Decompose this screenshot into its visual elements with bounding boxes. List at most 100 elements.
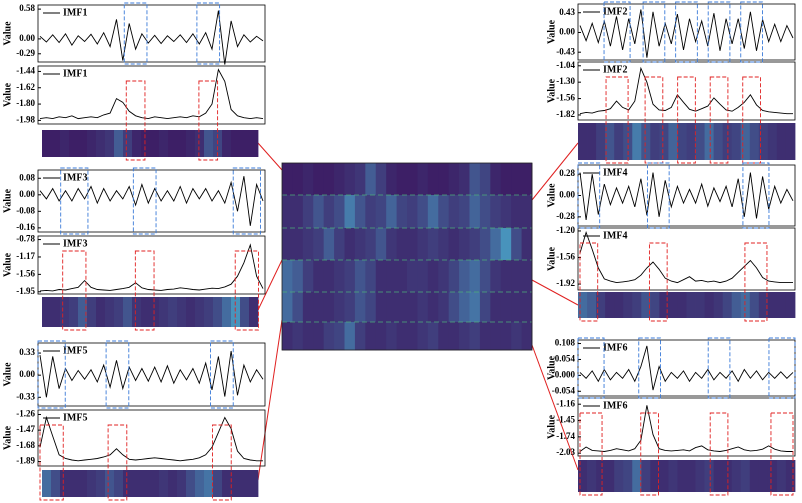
central-heatmap-cell xyxy=(323,322,335,351)
plot-frame xyxy=(37,235,266,295)
heatmap-cell xyxy=(195,297,205,327)
highlight-box xyxy=(640,412,659,496)
heatmap-cell xyxy=(123,297,133,327)
highlight-box xyxy=(232,167,261,235)
heatmap-cell xyxy=(668,460,678,492)
heatmap-cell xyxy=(105,130,115,157)
central-heatmap-cell xyxy=(417,195,429,229)
heatmap-cell xyxy=(114,297,124,327)
central-heatmap-cell xyxy=(344,163,356,196)
central-heatmap-cell xyxy=(427,260,439,293)
central-heatmap-cell xyxy=(438,322,450,351)
central-heatmap-cell xyxy=(521,292,533,323)
y-tick-label: -1.98 xyxy=(16,114,35,124)
heatmap-cell xyxy=(96,297,106,327)
heatmap-cell xyxy=(69,470,79,497)
central-heatmap-cell xyxy=(500,292,512,323)
heatmap-cell xyxy=(42,297,52,327)
highlight-box xyxy=(744,242,768,322)
heatmap-cell xyxy=(668,292,678,318)
heatmap-cell xyxy=(141,297,151,327)
heatmap-cell xyxy=(240,130,250,157)
central-heatmap-cell xyxy=(334,260,345,293)
heatmap-cell xyxy=(587,123,597,160)
arrow xyxy=(531,279,579,306)
plot-frame xyxy=(37,65,266,125)
heatmap-cell xyxy=(78,130,88,157)
legend-label: IMF4 xyxy=(603,230,627,241)
central-heatmap-cell xyxy=(469,195,481,229)
heatmap-cell xyxy=(659,123,669,160)
central-heatmap-cell xyxy=(479,292,491,323)
y-tick-label: -0.43 xyxy=(556,46,575,56)
y-axis-label: Value xyxy=(546,78,557,103)
central-heatmap-cell xyxy=(344,228,356,261)
central-heatmap-cell xyxy=(521,228,533,261)
highlight-box xyxy=(770,412,794,496)
central-heatmap-cell xyxy=(448,163,460,196)
y-tick-label: 0.00 xyxy=(19,33,35,43)
y-tick-label: 0.00 xyxy=(559,27,575,37)
y-tick-label: -1.20 xyxy=(556,225,575,235)
central-heatmap-cell xyxy=(521,163,533,196)
heatmap-cell xyxy=(605,460,615,492)
central-heatmap-cell xyxy=(417,163,429,196)
highlight-box xyxy=(709,412,729,496)
central-heatmap-cell xyxy=(417,322,429,351)
heatmap-cell xyxy=(204,130,214,157)
central-heatmap-cell xyxy=(365,260,377,293)
central-heatmap-cell xyxy=(365,195,377,229)
y-tick-label: -0.78 xyxy=(16,234,35,244)
central-heatmap-cell xyxy=(365,322,377,351)
legend-label: IMF3 xyxy=(63,172,87,183)
heatmap-cell xyxy=(713,460,724,492)
central-heatmap-cell xyxy=(396,292,408,323)
central-heatmap-cell xyxy=(500,195,512,229)
heatmap-cell xyxy=(578,123,588,160)
heatmap-cell xyxy=(650,292,660,318)
central-heatmap-cell xyxy=(375,260,387,293)
central-heatmap-cell xyxy=(334,292,345,323)
highlight-box xyxy=(212,424,232,501)
central-heatmap-cell xyxy=(313,228,325,261)
legend-label: IMF1 xyxy=(63,7,87,18)
central-heatmap-cell xyxy=(302,195,314,229)
highlight-box xyxy=(638,337,661,399)
y-tick-label: -1.47 xyxy=(16,424,35,434)
central-heatmap-cell xyxy=(438,228,450,261)
legend-label: IMF6 xyxy=(603,400,627,411)
central-heatmap-cell xyxy=(459,292,470,323)
central-heatmap-cell xyxy=(490,260,502,293)
central-heatmap-cell xyxy=(407,195,418,229)
central-heatmap-cell xyxy=(511,322,522,351)
central-heatmap-cell xyxy=(344,322,356,351)
y-tick-label: -0.08 xyxy=(16,205,35,215)
central-heatmap-cell xyxy=(500,322,512,351)
central-heatmap-cell xyxy=(459,260,470,293)
y-tick-label: -0.054 xyxy=(552,385,576,395)
heatmap-cell xyxy=(231,470,241,497)
y-tick-label: -1.82 xyxy=(556,109,575,119)
central-heatmap-cell xyxy=(323,163,335,196)
arrow xyxy=(531,344,579,471)
heatmap-cell xyxy=(776,460,787,492)
highlight-box xyxy=(579,412,603,496)
central-heatmap-cell xyxy=(292,195,304,229)
highlight-box xyxy=(742,76,761,164)
heatmap-cell xyxy=(60,297,70,327)
heatmap-cell xyxy=(231,130,241,157)
y-tick-label: -1.44 xyxy=(16,66,35,76)
central-heatmap-cell xyxy=(354,228,366,261)
heatmap-cell xyxy=(596,460,606,492)
central-heatmap-cell xyxy=(427,322,439,351)
heatmap-cell xyxy=(231,297,241,327)
y-axis-label: Value xyxy=(2,252,13,277)
y-tick-label: -1.04 xyxy=(556,60,575,70)
heatmap-cell xyxy=(668,123,678,160)
central-heatmap-cell xyxy=(302,228,314,261)
central-heatmap-cell xyxy=(500,260,512,293)
heatmap-cell xyxy=(168,470,178,497)
heatmap-cell xyxy=(677,460,687,492)
central-heatmap-cell xyxy=(354,322,366,351)
highlight-box xyxy=(646,162,670,229)
